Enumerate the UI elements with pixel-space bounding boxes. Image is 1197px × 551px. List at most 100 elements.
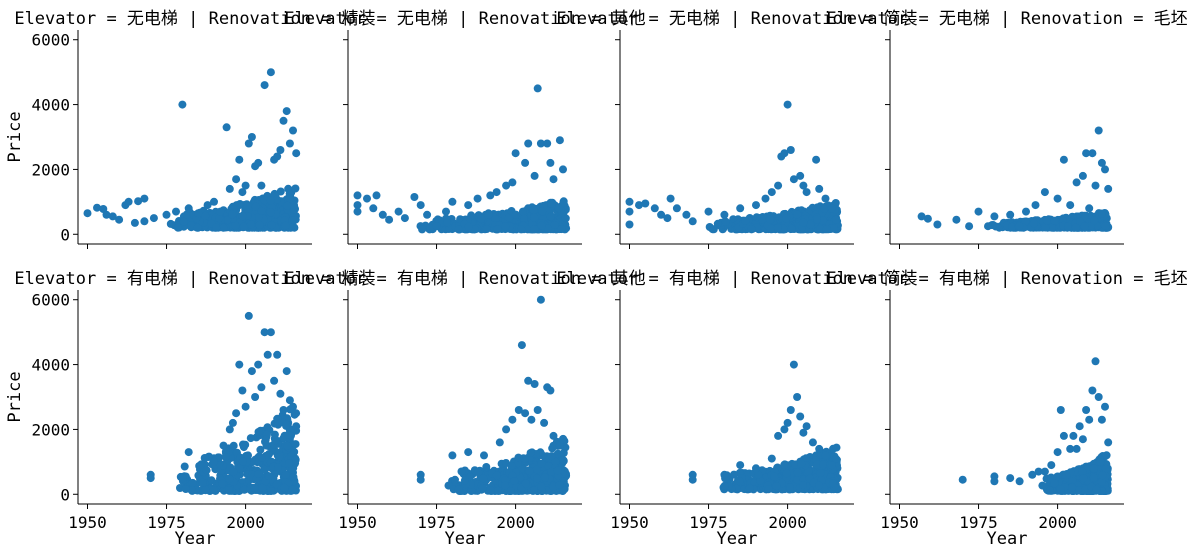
- scatter-point: [454, 485, 463, 494]
- scatter-point: [832, 215, 841, 224]
- scatter-point: [493, 486, 502, 495]
- scatter-point: [533, 406, 542, 414]
- scatter-point: [796, 171, 805, 180]
- scatter-point: [783, 418, 792, 427]
- y-tick-label: 2000: [31, 160, 70, 179]
- scatter-point: [741, 216, 750, 225]
- scatter-point: [782, 214, 791, 223]
- scatter-point: [521, 479, 530, 488]
- scatter-point: [780, 425, 789, 434]
- scatter-point: [502, 425, 511, 434]
- scatter-point: [251, 393, 260, 401]
- x-tick-label: 2000: [768, 513, 807, 532]
- scatter-point: [254, 158, 263, 167]
- scatter-point: [517, 225, 526, 234]
- scatter-point: [187, 221, 196, 230]
- scatter-point: [688, 475, 697, 484]
- scatter-point: [1101, 464, 1110, 473]
- scatter-point: [266, 208, 275, 217]
- scatter-point: [486, 486, 495, 495]
- scatter-point: [713, 219, 722, 228]
- scatter-point: [520, 454, 529, 463]
- scatter-point: [238, 188, 247, 197]
- scatter-point: [482, 225, 491, 233]
- scatter-point: [260, 465, 269, 474]
- scatter-point: [454, 225, 463, 234]
- scatter-point: [290, 201, 298, 210]
- scatter-point: [482, 463, 491, 471]
- scatter-point: [547, 467, 556, 476]
- scatter-point: [663, 214, 672, 223]
- scatter-point: [799, 428, 808, 437]
- scatter-point: [530, 380, 539, 388]
- scatter-point: [518, 207, 527, 216]
- scatter-point: [551, 457, 560, 466]
- scatter-point: [682, 210, 691, 219]
- scatter-point: [510, 477, 519, 485]
- data-points: [83, 68, 301, 232]
- scatter-point: [201, 211, 210, 220]
- scatter-point: [474, 468, 483, 477]
- scatter-point: [188, 478, 197, 487]
- scatter-point: [285, 139, 294, 148]
- scatter-point: [241, 181, 250, 190]
- scatter-point: [255, 220, 264, 229]
- scatter-point: [774, 181, 783, 190]
- scatter-point: [827, 204, 836, 213]
- scatter-point: [270, 430, 279, 439]
- scatter-point: [244, 139, 253, 148]
- x-tick-label: 1975: [959, 513, 998, 532]
- scatter-point: [275, 453, 284, 462]
- scatter-point: [246, 220, 255, 229]
- scatter-point: [279, 406, 288, 414]
- scatter-point: [543, 139, 552, 148]
- scatter-point: [559, 165, 567, 174]
- scatter-point: [219, 223, 228, 232]
- scatter-point: [974, 207, 983, 216]
- scatter-point: [244, 311, 253, 320]
- scatter-point: [174, 223, 182, 232]
- scatter-point: [292, 409, 301, 418]
- scatter-point: [704, 207, 713, 216]
- scatter-point: [146, 474, 155, 483]
- scatter-point: [140, 194, 149, 203]
- scatter-point: [774, 431, 783, 440]
- scatter-point: [1050, 479, 1059, 488]
- scatter-point: [184, 448, 193, 457]
- scatter-point: [745, 484, 754, 493]
- facet-panel-3: Elevator = 无电梯 | Renovation = 简装: [556, 9, 918, 249]
- x-axis-label: Year: [175, 529, 216, 547]
- scatter-point: [416, 475, 425, 484]
- scatter-point: [423, 210, 432, 219]
- scatter-point: [502, 181, 511, 190]
- scatter-point: [1028, 470, 1037, 479]
- scatter-point: [530, 171, 539, 180]
- scatter-point: [625, 197, 634, 206]
- scatter-point: [250, 484, 259, 492]
- scatter-point: [657, 210, 666, 219]
- scatter-point: [793, 210, 802, 219]
- scatter-point: [1056, 406, 1065, 414]
- scatter-point: [1072, 444, 1081, 453]
- scatter-point: [1092, 485, 1101, 494]
- scatter-point: [1034, 467, 1043, 476]
- scatter-point: [1094, 393, 1103, 401]
- scatter-point: [273, 414, 282, 423]
- scatter-point: [536, 139, 545, 148]
- scatter-point: [540, 473, 549, 482]
- scatter-point: [1089, 473, 1098, 482]
- x-axis-label: Year: [717, 529, 758, 547]
- scatter-point: [816, 469, 825, 477]
- scatter-point: [546, 212, 555, 221]
- scatter-point: [1079, 474, 1088, 482]
- scatter-point: [721, 217, 730, 226]
- facet-panel-8: Elevator = 有电梯 | Renovation = 毛坯 1950 1975…: [826, 269, 1187, 549]
- scatter-point: [492, 471, 501, 480]
- scatter-point: [353, 207, 362, 216]
- scatter-point: [254, 428, 263, 436]
- scatter-point: [507, 461, 516, 470]
- scatter-point: [263, 350, 272, 359]
- scatter-point: [537, 482, 546, 491]
- scatter-point: [780, 460, 789, 469]
